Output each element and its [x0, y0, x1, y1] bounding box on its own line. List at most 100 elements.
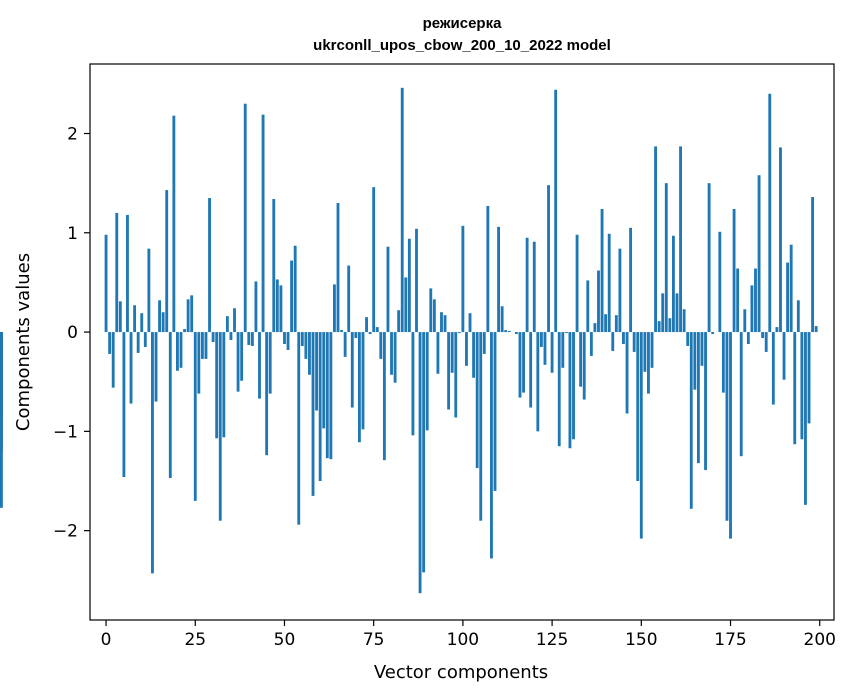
bar-54 [297, 332, 301, 525]
bar-104 [475, 332, 479, 469]
y-tick-label--2: −2 [53, 522, 78, 542]
bar-39 [243, 103, 247, 333]
bar-8 [133, 305, 137, 333]
bar-150 [639, 332, 643, 539]
bar-140 [604, 314, 608, 333]
bar-110 [497, 226, 500, 333]
bar-166 [696, 332, 700, 464]
bar-98 [454, 332, 458, 418]
bar-40 [247, 332, 251, 345]
plot-frame [89, 63, 835, 621]
bar-105 [479, 332, 483, 521]
bar-45 [265, 332, 269, 456]
bar-161 [679, 146, 682, 333]
bar-185 [764, 332, 768, 352]
bar-14 [154, 332, 158, 402]
bar-52 [290, 260, 294, 333]
bar-2 [111, 332, 115, 388]
bar-5 [122, 332, 126, 478]
bar-27 [200, 332, 204, 359]
bar-97 [450, 332, 454, 373]
bar-41 [250, 332, 254, 346]
bar-174 [725, 332, 729, 521]
bar-36 [233, 308, 236, 333]
bar-126 [554, 89, 558, 333]
bar-43 [258, 332, 261, 399]
bar-102 [468, 313, 472, 333]
bar-64 [333, 284, 336, 333]
y-tick-label-1: 1 [67, 224, 78, 244]
bar-115 [514, 332, 518, 335]
bar-109 [493, 332, 497, 491]
bar-197 [807, 332, 811, 424]
bar-22 [183, 329, 186, 333]
bar-103 [472, 332, 476, 378]
bar-4 [118, 301, 122, 333]
bar-191 [786, 262, 790, 333]
bar-34 [225, 316, 229, 333]
bar-188 [775, 327, 779, 333]
bar-32 [218, 332, 222, 521]
bar-69 [350, 332, 354, 408]
x-tick-label-75: 75 [363, 630, 385, 650]
bar-23 [186, 299, 190, 333]
bar-133 [579, 332, 583, 387]
bar-129 [564, 332, 568, 334]
bar-16 [161, 312, 165, 333]
bar-146 [625, 332, 629, 414]
chart-subtitle: ukrconll_upos_cbow_200_10_2022 model [313, 37, 611, 54]
bar-31 [215, 332, 219, 439]
bar-50 [283, 332, 286, 344]
bar-86 [411, 332, 415, 436]
bar-10 [140, 313, 144, 333]
x-axis: 0 25 50 75 100 125 150 175 200 [101, 620, 836, 650]
bar-172 [718, 231, 722, 333]
bar-165 [693, 332, 697, 390]
bar-13 [151, 332, 154, 574]
bar-164 [689, 332, 693, 509]
bar-21 [179, 332, 183, 368]
bar-44 [261, 114, 265, 333]
bar-120 [532, 241, 536, 333]
bar-76 [375, 327, 379, 333]
bar-167 [700, 332, 704, 366]
bar-68 [347, 265, 351, 333]
bar-173 [721, 332, 725, 393]
x-tick-label-50: 50 [274, 630, 296, 650]
y-tick-label--1: −1 [53, 422, 78, 442]
bar-56 [304, 332, 308, 359]
bar-57 [308, 332, 311, 375]
bar-137 [593, 323, 597, 333]
bar-157 [664, 183, 668, 333]
bar-9 [136, 332, 140, 353]
bar-112 [504, 330, 508, 333]
bar-62 [325, 332, 329, 459]
bar-6 [126, 214, 129, 333]
bar-67 [343, 332, 347, 357]
bar-61 [322, 332, 326, 429]
bar-155 [657, 321, 661, 333]
bar-178 [739, 332, 743, 457]
bar-93 [436, 332, 440, 374]
bar-189 [779, 147, 782, 333]
bar-58 [311, 332, 315, 496]
bar-84 [404, 277, 408, 333]
bar-77 [379, 332, 383, 359]
bar-194 [796, 300, 800, 333]
bar-195 [800, 332, 804, 440]
bar-96 [447, 332, 451, 410]
x-tick-label-150: 150 [625, 630, 657, 650]
bar-87 [415, 228, 418, 333]
x-tick-label-100: 100 [447, 630, 479, 650]
bar-159 [672, 235, 675, 333]
bar-182 [754, 268, 757, 333]
bar-75 [372, 187, 376, 333]
bar-130 [568, 332, 572, 449]
bar-19 [172, 115, 176, 333]
bar-127 [557, 332, 561, 447]
bar-28 [204, 332, 208, 359]
bar-30 [211, 332, 215, 342]
bar-53 [293, 245, 297, 333]
bar-25 [193, 332, 197, 501]
bar-20 [176, 332, 179, 371]
